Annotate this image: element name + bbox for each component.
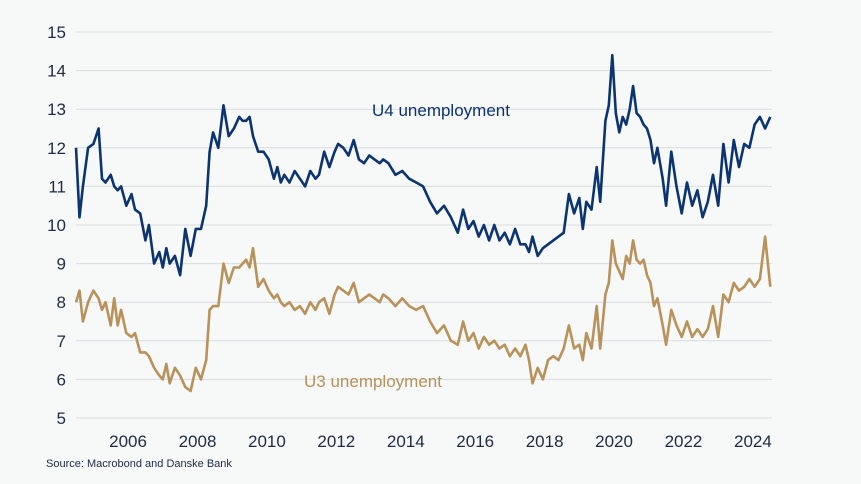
y-tick-label-15: 15 [47, 23, 66, 42]
y-tick-label-10: 10 [47, 216, 66, 235]
y-tick-label-14: 14 [47, 62, 66, 81]
y-axis-tick-labels: 5 6 7 8 9 10 11 12 13 14 15 [47, 23, 66, 428]
x-tick-label-2018: 2018 [526, 432, 564, 451]
y-tick-label-8: 8 [57, 293, 66, 312]
y-tick-label-7: 7 [57, 332, 66, 351]
grid-lines [76, 31, 772, 419]
y-tick-label-6: 6 [57, 370, 66, 389]
y-tick-label-11: 11 [48, 177, 66, 196]
series-line-u4 [74, 53, 772, 277]
y-tick-label-9: 9 [57, 255, 66, 274]
x-tick-label-2014: 2014 [387, 432, 425, 451]
series-lines [74, 53, 772, 393]
y-tick-label-5: 5 [57, 409, 66, 428]
y-tick-label-12: 12 [47, 139, 66, 158]
y-tick-label-13: 13 [47, 100, 66, 119]
source-note: Source: Macrobond and Danske Bank [46, 458, 232, 470]
x-tick-label-2008: 2008 [179, 432, 217, 451]
x-tick-label-2012: 2012 [317, 432, 355, 451]
x-tick-label-2006: 2006 [109, 432, 147, 451]
series-label-u4: U4 unemployment [372, 101, 510, 120]
series-line-u3 [74, 235, 772, 393]
x-tick-label-2010: 2010 [248, 432, 286, 451]
x-tick-label-2024: 2024 [734, 432, 772, 451]
x-tick-label-2016: 2016 [456, 432, 494, 451]
x-axis-tick-labels: 2006 2008 2010 2012 2014 2016 2018 2020 2022 2024 [109, 432, 772, 451]
x-tick-label-2020: 2020 [595, 432, 633, 451]
x-tick-label-2022: 2022 [665, 432, 703, 451]
series-label-u3: U3 unemployment [304, 372, 442, 391]
